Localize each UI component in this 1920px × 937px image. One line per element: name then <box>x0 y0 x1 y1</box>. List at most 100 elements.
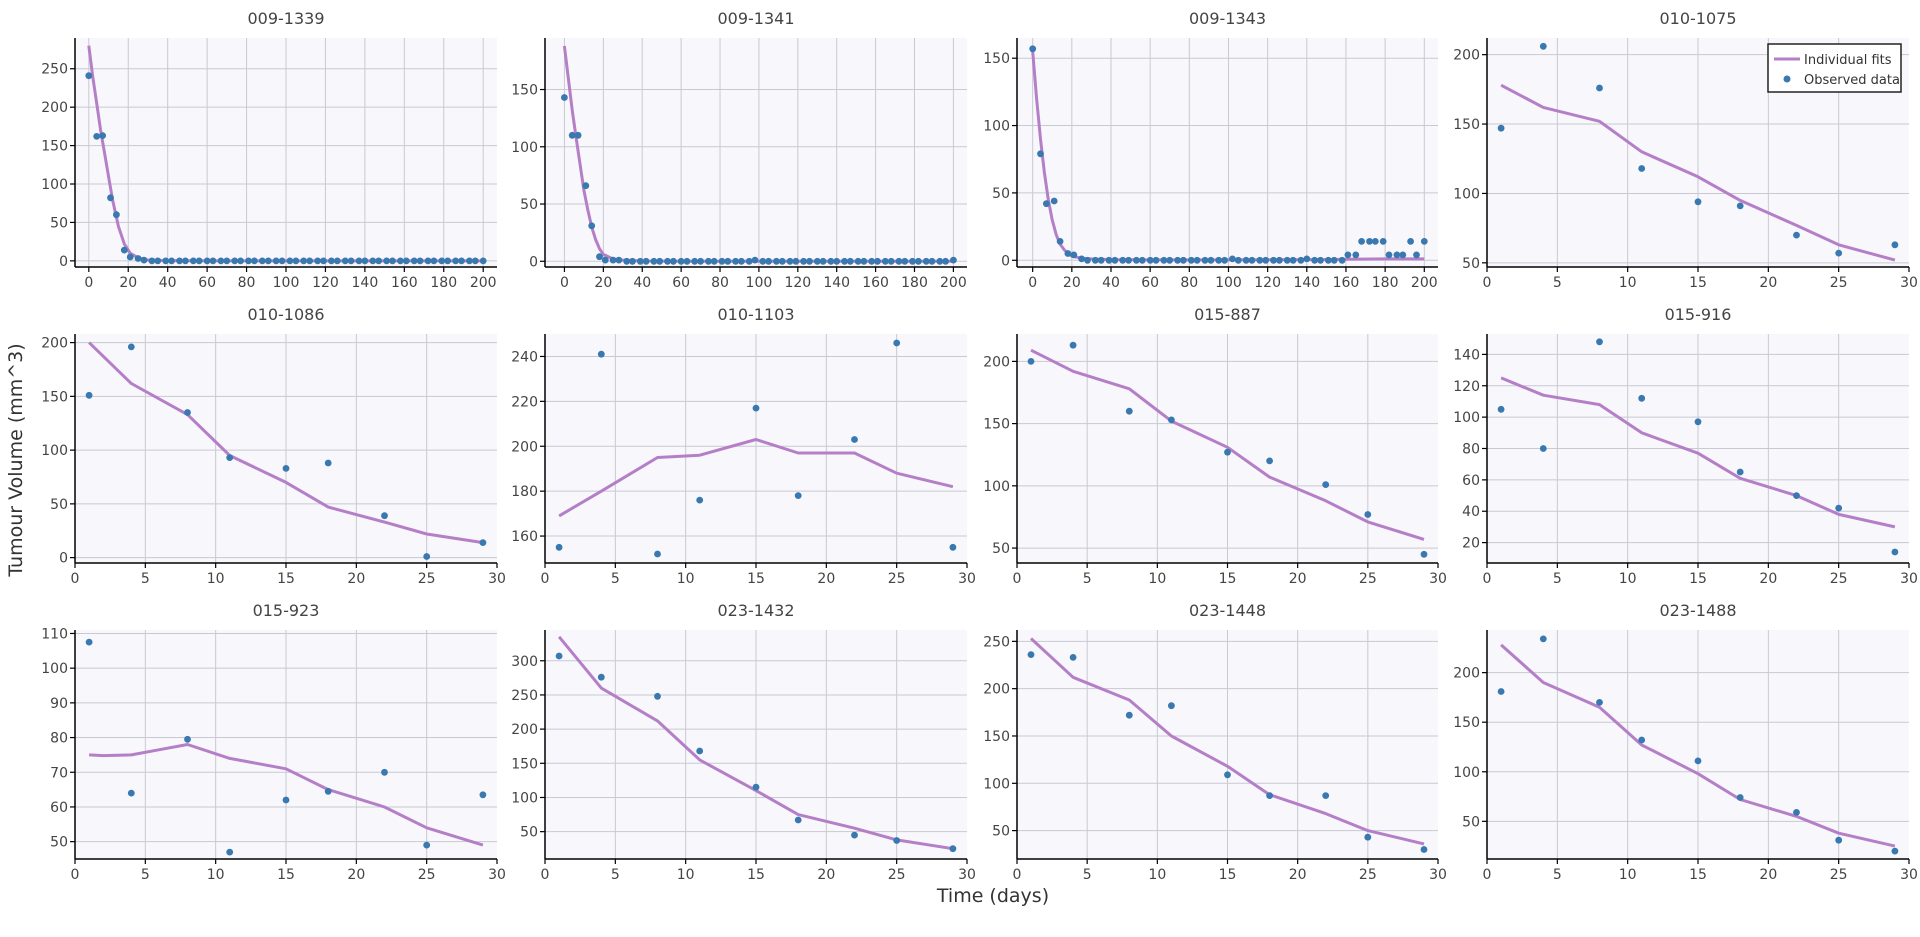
observed-point <box>85 72 93 80</box>
x-tick-label: 10 <box>1619 571 1637 587</box>
y-tick-label: 200 <box>1453 48 1480 64</box>
y-tick-label: 0 <box>529 254 538 270</box>
observed-point <box>677 257 685 265</box>
observed-point <box>1317 256 1324 264</box>
observed-point <box>1413 251 1420 259</box>
x-tick-label: 20 <box>817 867 835 883</box>
observed-point <box>381 768 388 776</box>
observed-point <box>314 257 321 265</box>
observed-point <box>615 256 623 264</box>
observed-point <box>1364 833 1372 841</box>
observed-point <box>1793 809 1800 816</box>
observed-point <box>479 539 487 546</box>
x-tick-label: 180 <box>430 275 457 291</box>
observed-point <box>1029 45 1037 53</box>
x-tick-label: 30 <box>1900 571 1918 587</box>
observed-point <box>1364 511 1372 518</box>
observed-point <box>1596 84 1603 92</box>
x-tick-label: 100 <box>273 275 300 291</box>
observed-point <box>928 257 936 265</box>
observed-point <box>1736 794 1744 801</box>
observed-point <box>1234 256 1242 264</box>
x-tick-label: 20 <box>1759 275 1777 291</box>
observed-point <box>324 459 332 467</box>
y-tick-label: 50 <box>992 824 1010 840</box>
observed-point <box>1497 688 1505 695</box>
observed-point <box>629 257 636 265</box>
x-tick-label: 40 <box>159 275 177 291</box>
y-tick-label: 90 <box>50 696 68 712</box>
observed-point <box>1835 504 1843 512</box>
x-tick-label: 120 <box>1254 275 1281 291</box>
x-tick-label: 60 <box>198 275 216 291</box>
observed-point <box>1736 468 1744 476</box>
x-tick-label: 5 <box>1553 867 1562 883</box>
observed-point <box>1276 256 1283 264</box>
x-tick-label: 25 <box>1830 275 1848 291</box>
observed-point <box>1180 256 1187 264</box>
observed-point <box>794 492 802 499</box>
observed-point <box>1224 448 1231 456</box>
observed-point <box>1311 256 1318 264</box>
x-tick-label: 30 <box>488 571 506 587</box>
panel-title: 023-1448 <box>1189 601 1266 620</box>
observed-point <box>1224 771 1231 779</box>
observed-point <box>444 257 452 265</box>
x-tick-label: 30 <box>1900 867 1918 883</box>
observed-point <box>582 182 590 190</box>
observed-point <box>1242 256 1250 264</box>
observed-point <box>347 257 355 265</box>
x-tick-label: 20 <box>347 867 365 883</box>
x-tick-label: 20 <box>1289 571 1307 587</box>
observed-point <box>765 257 772 265</box>
observed-point <box>819 257 827 265</box>
observed-point <box>574 131 582 139</box>
y-tick-label: 250 <box>983 634 1010 650</box>
observed-point <box>650 257 658 265</box>
observed-point <box>1835 836 1843 844</box>
observed-point <box>397 257 404 265</box>
panel-015-887: 015-887 0 5 10 15 20 25 30 50 100 150 200 <box>983 305 1447 587</box>
x-tick-label: 10 <box>677 867 695 883</box>
x-tick-label: 0 <box>560 275 569 291</box>
observed-point <box>718 257 726 265</box>
x-tick-label: 140 <box>823 275 850 291</box>
observed-point <box>1322 481 1330 488</box>
x-tick-label: 140 <box>1293 275 1320 291</box>
observed-point <box>1793 231 1800 239</box>
observed-point <box>800 257 807 265</box>
observed-point <box>1338 256 1346 264</box>
observed-point <box>827 257 835 265</box>
observed-point <box>759 257 767 265</box>
observed-point <box>881 257 889 265</box>
observed-point <box>1138 256 1146 264</box>
observed-point <box>126 253 134 261</box>
observed-point <box>949 543 957 551</box>
observed-point <box>99 132 106 140</box>
observed-point <box>471 257 479 265</box>
observed-point <box>355 257 363 265</box>
observed-point <box>705 257 712 265</box>
observed-point <box>773 257 780 265</box>
observed-point <box>609 256 617 264</box>
y-tick-label: 100 <box>511 790 538 806</box>
observed-point <box>1420 846 1428 853</box>
x-tick-label: 100 <box>1215 275 1242 291</box>
observed-point <box>286 257 294 265</box>
observed-point <box>1043 200 1050 208</box>
observed-point <box>601 256 609 264</box>
plot-area <box>545 38 967 267</box>
x-tick-label: 180 <box>1372 275 1399 291</box>
observed-point <box>1160 256 1168 264</box>
observed-point <box>320 257 327 265</box>
observed-point <box>1539 42 1547 50</box>
y-tick-label: 100 <box>1453 410 1480 426</box>
observed-point <box>841 257 848 265</box>
y-tick-label: 160 <box>511 529 538 545</box>
observed-point <box>1084 256 1091 264</box>
observed-point <box>1056 238 1064 245</box>
panel-title: 015-916 <box>1665 305 1732 324</box>
observed-point <box>752 783 760 791</box>
y-tick-label: 70 <box>50 765 68 781</box>
x-tick-label: 5 <box>611 867 620 883</box>
